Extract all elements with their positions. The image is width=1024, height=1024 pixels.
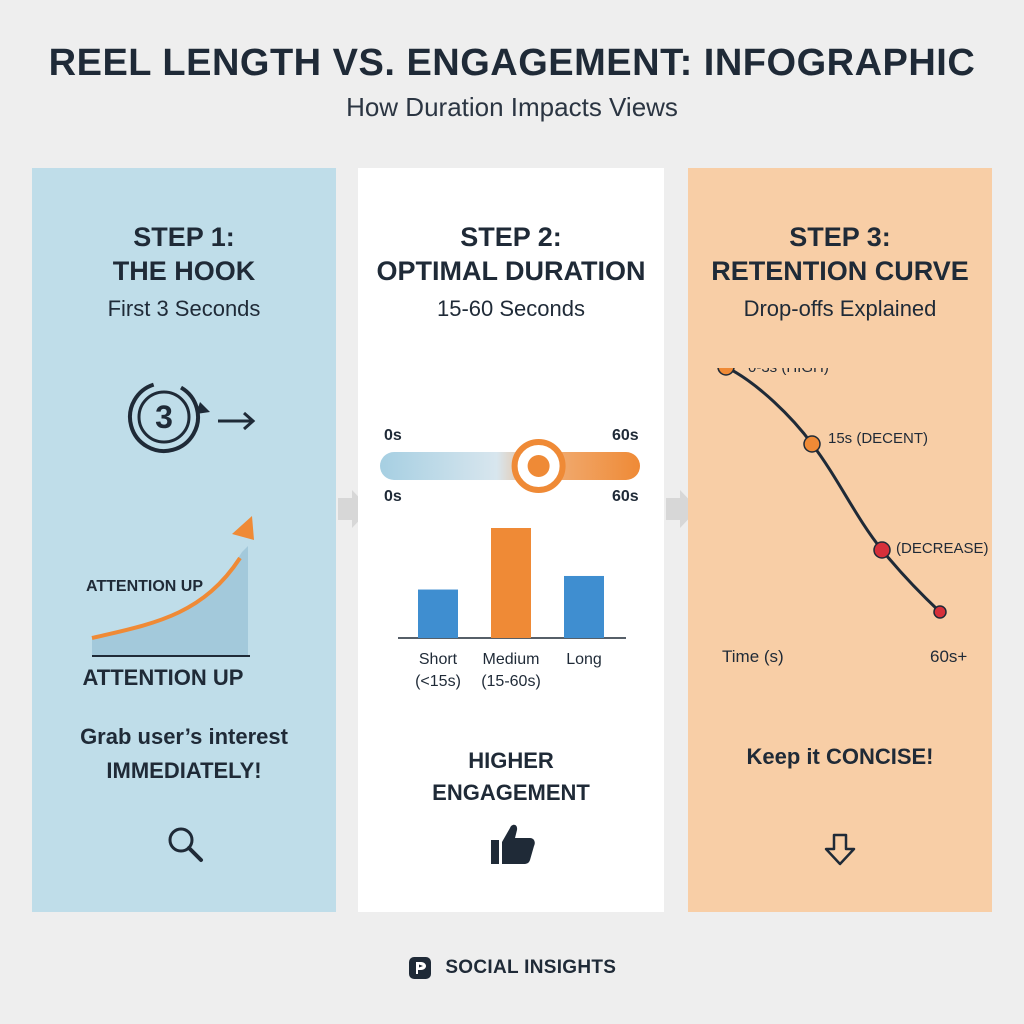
step3-text: Keep it CONCISE! (746, 744, 934, 769)
footer-brand: SOCIAL INSIGHTS (0, 956, 1024, 980)
step1-title: THE HOOK (112, 256, 256, 286)
bar-label-0-1: (<15s) (415, 673, 461, 690)
retention-point-3 (933, 605, 947, 619)
attention-chart (91, 516, 254, 657)
step3-label: STEP 3: (789, 222, 891, 252)
separator-arrow-2 (666, 490, 698, 528)
slider-end-label-top: 60s (612, 427, 639, 444)
magnifier-icon (168, 827, 203, 862)
step2-text-line2: ENGAGEMENT (432, 780, 590, 805)
bar-label-2-0: Long (566, 651, 602, 668)
slider-start-label-top: 0s (384, 427, 402, 444)
retention-point-2 (873, 541, 891, 559)
retention-point-label-2: (DECREASE) (896, 540, 989, 557)
page-title: REEL LENGTH VS. ENGAGEMENT: INFOGRAPHIC (48, 42, 976, 84)
attention-chart-label: ATTENTION UP (86, 578, 204, 595)
retention-point-label-1: 15s (DECENT) (828, 430, 928, 447)
retention-point-label-0: 0-3s (HIGH) (748, 368, 829, 376)
bar-0 (418, 589, 458, 638)
retention-x-end-label: 60s+ (930, 647, 967, 666)
step1-text-line2: IMMEDIATELY! (106, 758, 262, 783)
bar-label-1-0: Medium (483, 651, 540, 668)
duration-slider[interactable] (378, 438, 648, 498)
step1-panel: STEP 1: THE HOOK First 3 Seconds 3 ATTEN… (32, 168, 336, 912)
retention-curve-chart: 0-3s (HIGH) 15s (DECENT) (DECREASE) Time (s… (717, 368, 989, 666)
timer-number: 3 (155, 399, 173, 435)
retention-point-0 (717, 368, 735, 376)
footer-brand-text: SOCIAL INSIGHTS (445, 957, 617, 979)
bar-2 (564, 575, 604, 638)
down-arrow-icon (824, 833, 856, 866)
step1-label: STEP 1: (133, 222, 235, 252)
step3-title: RETENTION CURVE (711, 256, 969, 286)
retention-x-label: Time (s) (722, 647, 784, 666)
attention-axis-label: ATTENTION UP (82, 665, 244, 690)
bar-label-0-0: Short (419, 651, 458, 668)
step2-panel: STEP 2: OPTIMAL DURATION 15-60 Seconds 0… (358, 168, 664, 912)
brand-logo-icon (408, 957, 431, 979)
engagement-bar-chart: Short (<15s) Medium (15-60s) Long (398, 528, 626, 690)
retention-line (725, 368, 942, 614)
step1-subtitle: First 3 Seconds (107, 296, 261, 321)
step3-panel: STEP 3: RETENTION CURVE Drop-offs Explai… (688, 168, 992, 912)
page-subtitle: How Duration Impacts Views (346, 92, 678, 122)
separator-arrow-1 (338, 490, 370, 528)
slider-end-label-bottom: 60s (612, 488, 639, 505)
step2-text-line1: HIGHER (468, 748, 554, 773)
bar-label-1-1: (15-60s) (481, 673, 541, 690)
bar-1 (491, 528, 531, 638)
step3-subtitle: Drop-offs Explained (743, 296, 937, 321)
slider-knob[interactable] (511, 439, 566, 493)
step2-subtitle: 15-60 Seconds (437, 296, 585, 321)
step2-title: OPTIMAL DURATION (376, 256, 646, 286)
retention-point-1 (803, 435, 821, 453)
step1-text-line1: Grab user’s interest (80, 724, 288, 749)
step2-label: STEP 2: (460, 222, 562, 252)
timer-icon: 3 (128, 381, 256, 453)
thumbs-up-icon (491, 824, 535, 864)
slider-start-label-bottom: 0s (384, 488, 402, 505)
